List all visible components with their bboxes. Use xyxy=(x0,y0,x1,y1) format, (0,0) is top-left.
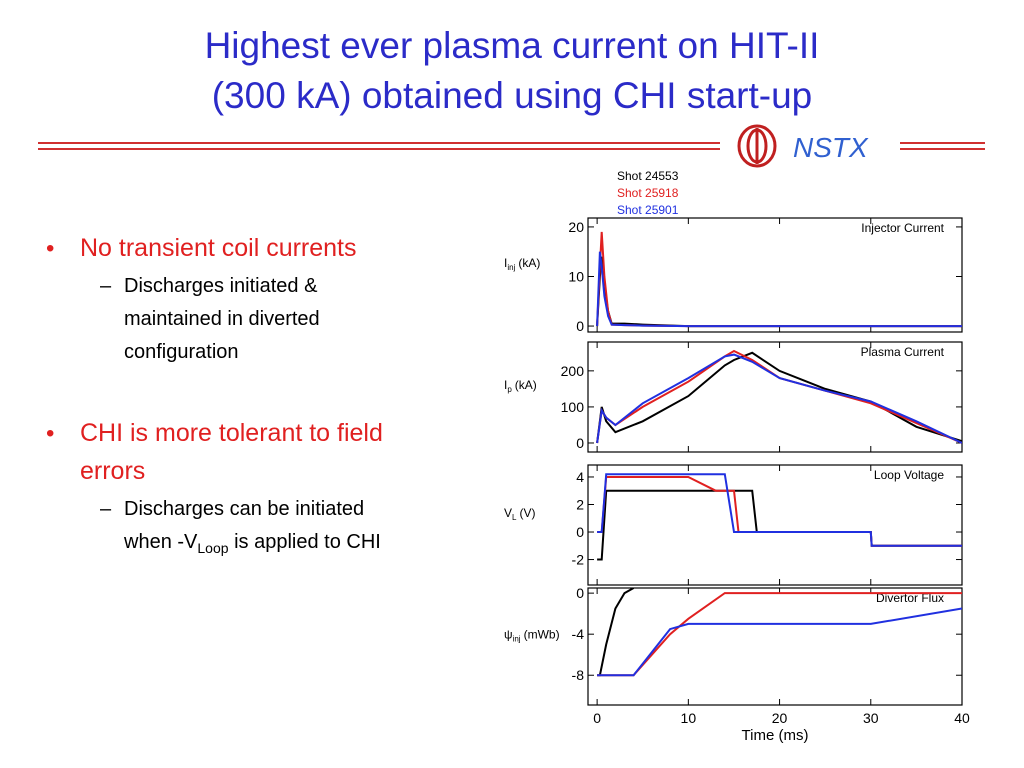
panel: 0 10 20 Iinj (kA) Injector Current xyxy=(504,217,963,334)
x-tick-label: 30 xyxy=(863,710,879,726)
panel-title: Loop Voltage xyxy=(874,468,944,482)
y-label-unit: (V) xyxy=(519,506,535,520)
panel: -2 0 2 4 VL (V) Loop Voltage xyxy=(504,464,963,586)
y-axis-label: VL (V) xyxy=(504,506,535,522)
legend-entry: Shot 24553 xyxy=(617,169,679,183)
x-tick-label: 40 xyxy=(954,710,970,726)
y-label-main: I xyxy=(504,256,507,270)
y-tick-label: -8 xyxy=(572,667,585,683)
rule xyxy=(38,142,985,150)
panel-title: Injector Current xyxy=(861,221,944,235)
sub-text: Discharges initiated & xyxy=(124,275,318,297)
y-label-sub: L xyxy=(512,513,517,522)
subscript: Loop xyxy=(197,540,228,556)
plot-frame xyxy=(587,464,963,586)
title-block: Highest ever plasma current on HIT-II (3… xyxy=(205,25,820,116)
bullet-dot: • xyxy=(46,235,54,262)
series-line xyxy=(597,592,962,677)
y-tick-label: 0 xyxy=(576,524,584,540)
series-line xyxy=(596,353,962,444)
x-tick-label: 10 xyxy=(681,710,697,726)
text-part: is applied to CHI xyxy=(229,531,381,553)
x-tick-label: 0 xyxy=(593,710,601,726)
y-tick-label: 2 xyxy=(576,496,584,512)
y-label-main: V xyxy=(504,506,512,520)
sub-dash: – xyxy=(100,498,112,520)
y-tick-label: -4 xyxy=(572,626,585,642)
y-tick-label: 4 xyxy=(576,469,584,485)
bullet-text: errors xyxy=(80,457,145,485)
series-line xyxy=(596,256,962,328)
y-label-main: I xyxy=(504,378,507,392)
series-line xyxy=(597,489,962,561)
x-tick-label: 20 xyxy=(772,710,788,726)
legend-entry: Shot 25901 xyxy=(617,203,679,217)
plot-frame xyxy=(587,587,963,706)
panel: 0 100 200 Ip (kA) Plasma Current xyxy=(504,341,963,453)
series-line xyxy=(596,231,962,328)
y-label-main: ψ xyxy=(504,628,513,642)
title-line: (300 kA) obtained using CHI start-up xyxy=(212,75,813,116)
panel-title: Plasma Current xyxy=(861,345,945,359)
y-tick-label: 10 xyxy=(568,268,584,284)
bullet-list: • No transient coil currents– Discharges i… xyxy=(46,234,383,556)
y-tick-label: 0 xyxy=(576,318,584,334)
series-line xyxy=(596,349,962,444)
text-part: when -V xyxy=(123,531,198,553)
sub-text: maintained in diverted xyxy=(124,308,320,330)
x-axis-label: Time (ms) xyxy=(742,727,809,744)
y-tick-label: 0 xyxy=(576,435,584,451)
bullet-text: No transient coil currents xyxy=(80,234,357,262)
sub-text: Discharges can be initiated xyxy=(124,498,364,520)
sub-dash: – xyxy=(100,275,112,297)
y-tick-label: 200 xyxy=(561,363,585,379)
series-line xyxy=(597,473,962,547)
series-line xyxy=(597,588,635,677)
logo: NSTX xyxy=(737,124,869,168)
sub-text: configuration xyxy=(124,341,239,363)
bullet-text: CHI is more tolerant to field xyxy=(80,419,383,447)
y-axis-label: Iinj (kA) xyxy=(504,256,540,272)
y-label-unit: (kA) xyxy=(518,256,540,270)
series-line xyxy=(597,607,962,677)
y-label-unit: (mWb) xyxy=(524,628,560,642)
legend-entry: Shot 25918 xyxy=(617,186,679,200)
y-axis-label: ψinj (mWb) xyxy=(504,628,560,644)
y-label-unit: (kA) xyxy=(515,378,537,392)
logo-text: NSTX xyxy=(793,132,869,163)
y-label-sub: p xyxy=(507,385,512,394)
y-tick-label: 0 xyxy=(576,585,584,601)
plot-frame xyxy=(587,217,963,333)
series-line xyxy=(596,251,962,328)
y-tick-label: 20 xyxy=(568,219,584,235)
sub-text: when -VLoop is applied to CHI xyxy=(123,531,381,556)
y-label-sub: inj xyxy=(507,263,515,272)
legend: Shot 24553 Shot 25918 Shot 25901 xyxy=(617,169,679,217)
panel: -8 -4 0 0 10 20 30 40 Time (ms) ψinj (mWb) Divertor… xyxy=(504,585,970,744)
y-label-sub: inj xyxy=(513,635,521,644)
panel-title: Divertor Flux xyxy=(876,591,944,605)
y-axis-label: Ip (kA) xyxy=(504,378,537,394)
series-line xyxy=(597,476,962,547)
plot-frame xyxy=(587,341,963,453)
bullet-dot: • xyxy=(46,420,54,447)
y-tick-label: 100 xyxy=(561,399,585,415)
title-line: Highest ever plasma current on HIT-II xyxy=(205,25,820,66)
y-tick-label: -2 xyxy=(572,552,585,568)
